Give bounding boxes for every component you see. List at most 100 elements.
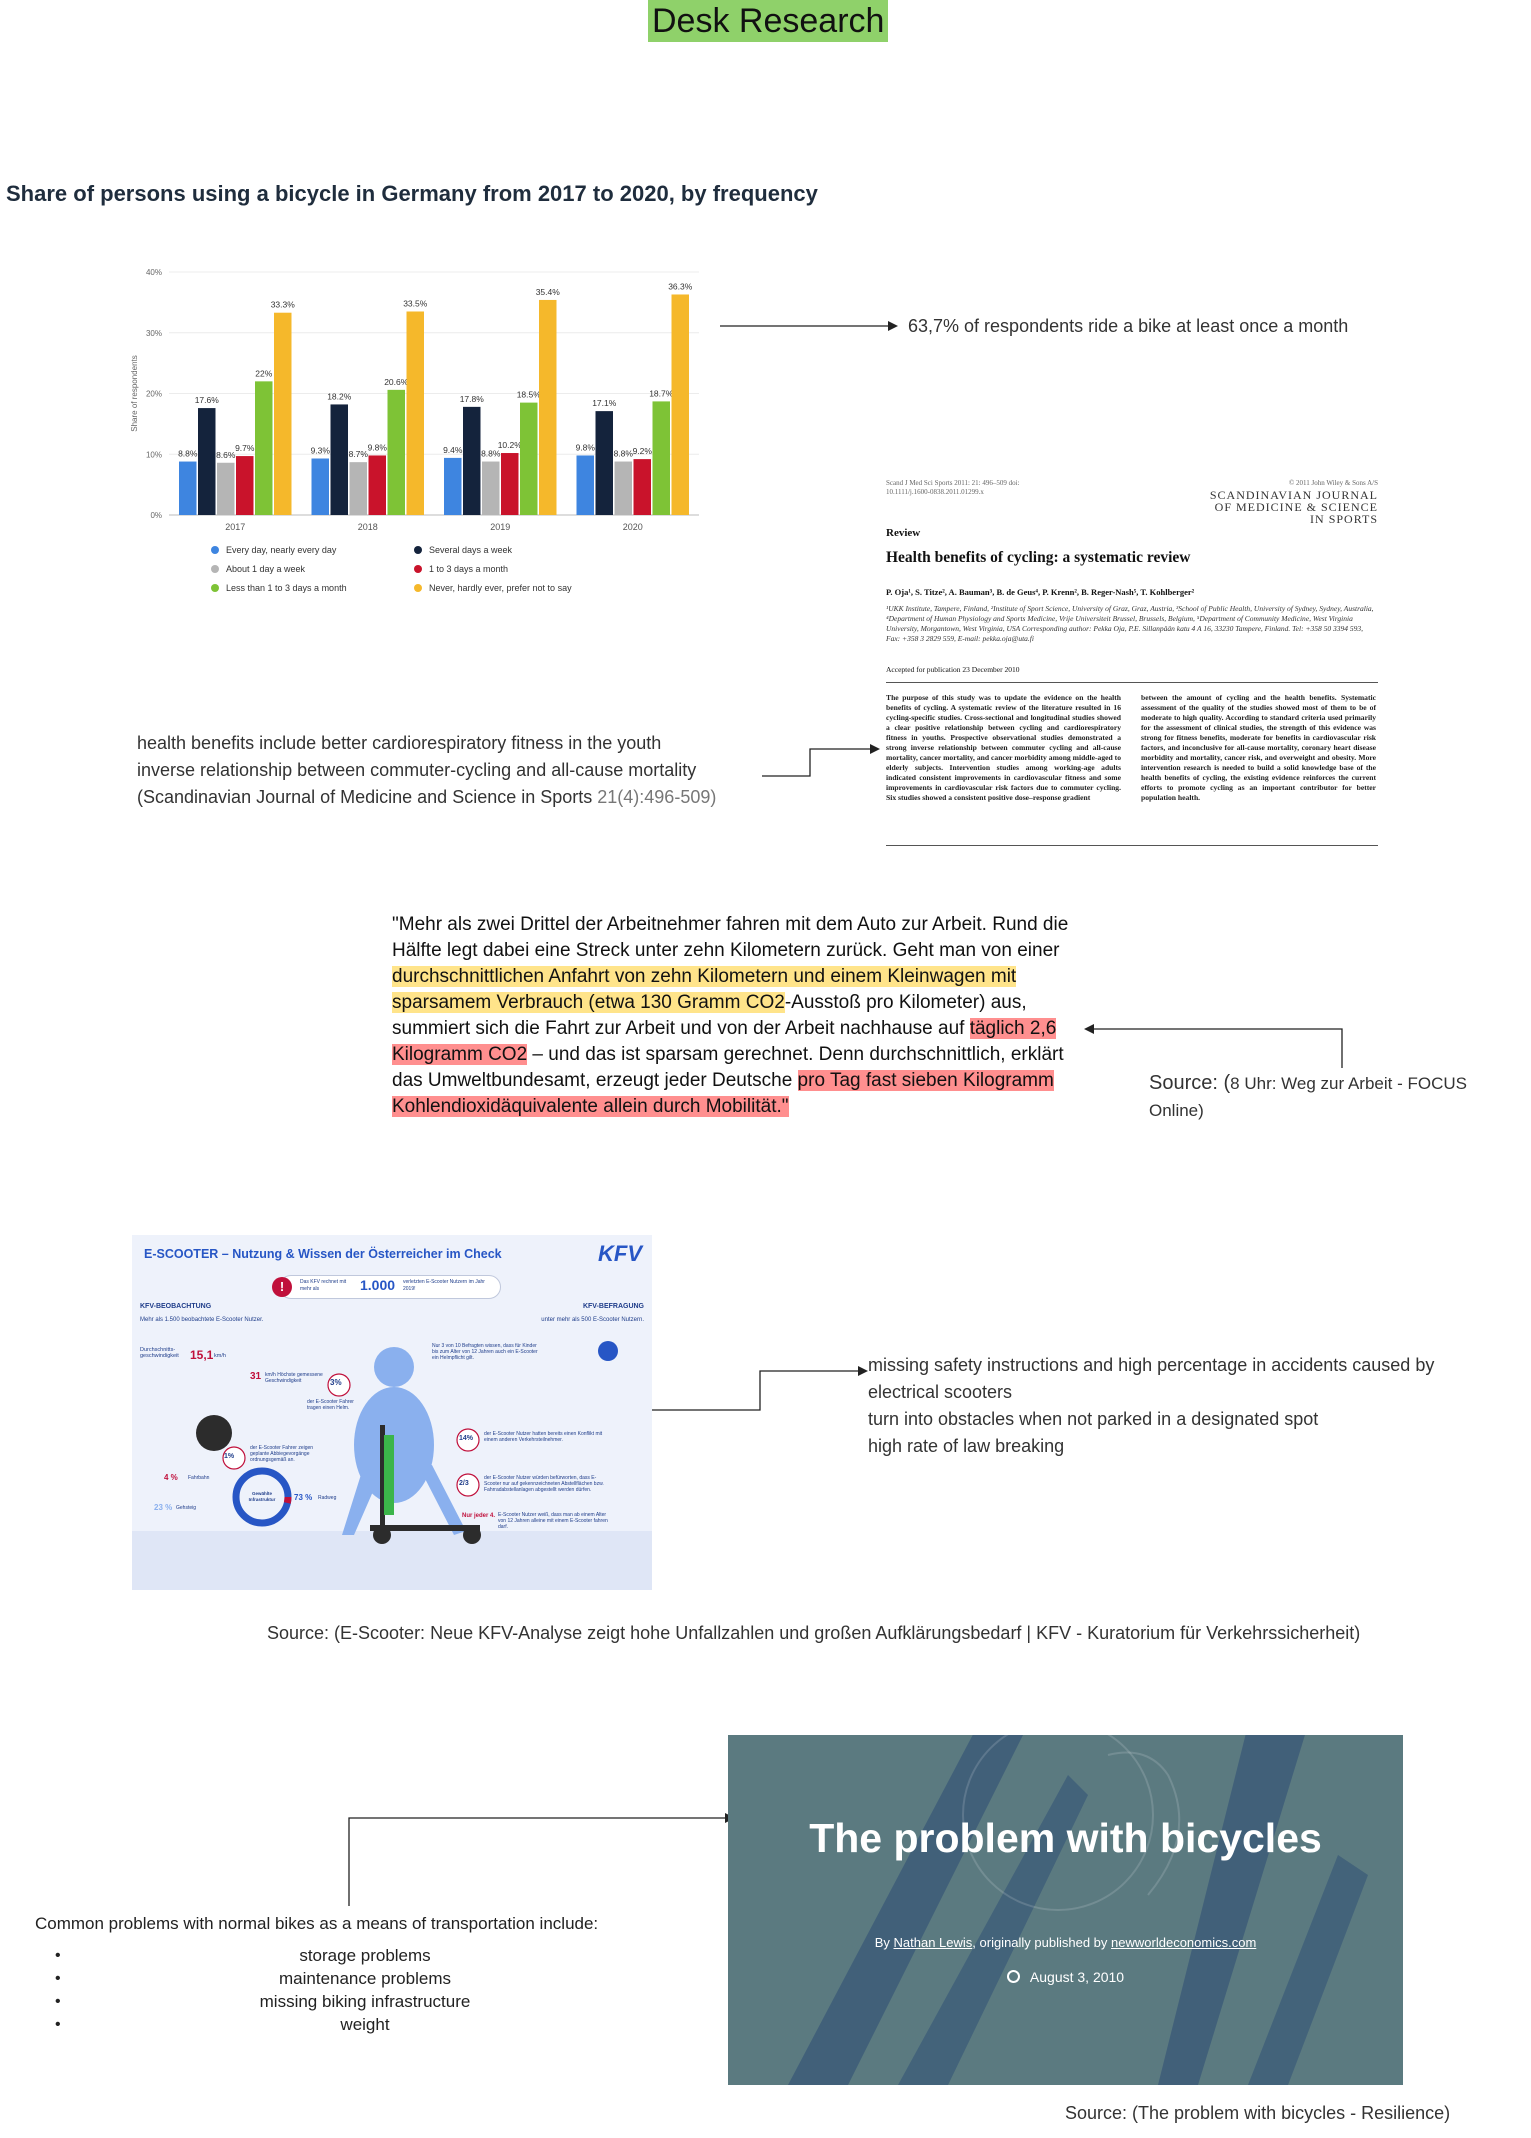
health-line-1: health benefits include better cardiores… bbox=[137, 733, 662, 753]
data-label: 20.6% bbox=[384, 377, 409, 387]
list-item: maintenance problems bbox=[35, 1967, 695, 1990]
bar bbox=[501, 453, 519, 515]
kfv-logo: KFV bbox=[598, 1241, 642, 1266]
bar bbox=[236, 456, 254, 515]
data-label: 9.7% bbox=[235, 443, 255, 453]
paper-section: Review bbox=[886, 527, 921, 539]
bar bbox=[633, 459, 651, 515]
legend-label: Every day, nearly every day bbox=[226, 545, 337, 555]
kfv-speed-value: 15,1 bbox=[190, 1348, 214, 1362]
kfv-helmet-value: 3% bbox=[330, 1378, 342, 1387]
focus-source-link[interactable]: 8 Uhr: Weg zur Arbeit - FOCUS Online) bbox=[1149, 1074, 1467, 1120]
bar bbox=[349, 462, 367, 515]
data-label: 33.3% bbox=[271, 300, 296, 310]
list-item: missing biking infrastructure bbox=[35, 1990, 695, 2013]
legend-swatch bbox=[414, 565, 422, 573]
legend-swatch bbox=[211, 565, 219, 573]
data-label: 22% bbox=[255, 368, 272, 378]
kfv-helmet-label: der E-Scooter Fahrer tragen einen Helm. bbox=[307, 1399, 354, 1411]
bar bbox=[444, 457, 462, 515]
escooter-line-4: high rate of law breaking bbox=[868, 1436, 1065, 1456]
quote-text-1: "Mehr als zwei Drittel der Arbeitnehmer … bbox=[392, 914, 1069, 961]
health-note: health benefits include better cardiores… bbox=[137, 730, 716, 811]
kfv-road-label: Fahrbahn bbox=[188, 1475, 210, 1481]
resilience-source[interactable]: Source: (The problem with bicycles - Res… bbox=[1065, 2103, 1451, 2123]
x-tick-label: 2017 bbox=[225, 522, 245, 532]
site-link[interactable]: newworldeconomics.com bbox=[1111, 1935, 1257, 1950]
legend-label: About 1 day a week bbox=[226, 564, 306, 574]
data-label: 18.2% bbox=[327, 391, 352, 401]
data-label: 18.5% bbox=[517, 390, 542, 400]
kfv-sidewalk-label: Gehsteig bbox=[176, 1505, 197, 1511]
data-label: 9.4% bbox=[443, 445, 463, 455]
list-item: storage problems bbox=[35, 1944, 695, 1967]
bar bbox=[614, 461, 632, 515]
legend-swatch bbox=[211, 584, 219, 592]
arrow-list-to-article bbox=[348, 1813, 735, 1906]
escooter-line-1: missing safety instructions and high per… bbox=[868, 1355, 1435, 1375]
data-label: 8.8% bbox=[614, 449, 634, 459]
legend-swatch bbox=[414, 584, 422, 592]
data-label: 8.8% bbox=[178, 449, 198, 459]
bar bbox=[671, 294, 689, 515]
byline-prefix: By bbox=[874, 1935, 890, 1950]
bar bbox=[406, 311, 424, 515]
data-label: 18.7% bbox=[649, 388, 674, 398]
legend-label: Several days a week bbox=[429, 545, 513, 555]
kfv-age-label: E-Scooter Nutzer weiß, dass man ab einem… bbox=[498, 1512, 608, 1530]
article-title: The problem with bicycles bbox=[809, 1815, 1322, 1861]
kfv-max-value: 31 bbox=[250, 1371, 262, 1382]
data-label: 8.6% bbox=[216, 450, 236, 460]
bike-problems-list: Common problems with normal bikes as a m… bbox=[35, 1912, 695, 2036]
legend-label: 1 to 3 days a month bbox=[429, 564, 508, 574]
author-link[interactable]: Nathan Lewis bbox=[893, 1935, 973, 1950]
journal-article-snippet: Scand J Med Sci Sports 2011: 21: 496–509… bbox=[882, 475, 1382, 850]
kfv-donut-center: Gewählte Infrastruktur bbox=[248, 1491, 276, 1502]
data-label: 8.8% bbox=[481, 449, 501, 459]
kfv-banner-suffix: verletzten E-Scooter Nutzern im Jahr 201… bbox=[403, 1279, 485, 1292]
legend-swatch bbox=[414, 546, 422, 554]
paper-meta: Scand J Med Sci Sports 2011: 21: 496–509… bbox=[886, 479, 1020, 496]
escooter-note: missing safety instructions and high per… bbox=[868, 1352, 1434, 1460]
x-tick-label: 2018 bbox=[358, 522, 378, 532]
kfv-left-header: KFV-BEOBACHTUNG bbox=[140, 1303, 212, 1310]
y-tick-label: 0% bbox=[150, 511, 162, 520]
health-citation-pages: 21(4):496-509) bbox=[597, 787, 717, 807]
kfv-speed-label: Durchschnitts-geschwindigkeit bbox=[140, 1347, 179, 1359]
health-line-3: (Scandinavian Journal of Medicine and Sc… bbox=[137, 784, 716, 811]
data-label: 17.8% bbox=[460, 394, 485, 404]
bar bbox=[368, 455, 386, 515]
kfv-sidewalk-value: 23 % bbox=[154, 1503, 173, 1512]
journal-logo: SCANDINAVIAN JOURNAL OF MEDICINE & SCIEN… bbox=[1209, 488, 1378, 526]
kfv-signal-value: 1% bbox=[224, 1453, 235, 1460]
kfv-source[interactable]: Source: (E-Scooter: Neue KFV-Analyse zei… bbox=[267, 1623, 1361, 1643]
chart-heading: Share of persons using a bicycle in Germ… bbox=[6, 181, 818, 206]
article-header-image: The problem with bicycles By Nathan Lewi… bbox=[728, 1735, 1403, 2085]
bike-problems-intro: Common problems with normal bikes as a m… bbox=[35, 1914, 599, 1933]
bar bbox=[179, 461, 197, 515]
focus-source-label: Source: ( bbox=[1149, 1072, 1231, 1094]
kfv-escooter-infographic: E-SCOOTER – Nutzung & Wissen der Österre… bbox=[132, 1235, 652, 1590]
legend-swatch bbox=[211, 546, 219, 554]
kfv-right-sub: unter mehr als 500 E-Scooter Nutzern. bbox=[541, 1317, 644, 1323]
y-tick-label: 10% bbox=[146, 450, 162, 459]
paper-abstract-col1: The purpose of this study was to update … bbox=[886, 693, 1121, 802]
bar bbox=[198, 408, 216, 515]
kfv-max-label: km/h Höchste gemessene Geschwindigkeit bbox=[265, 1372, 323, 1384]
bicycle-frequency-chart: 0% 10% 20% 30% 40% Share of respondents 8.8% 17… bbox=[99, 235, 724, 625]
bar bbox=[255, 381, 273, 515]
y-tick-label: 30% bbox=[146, 329, 162, 338]
bar bbox=[463, 406, 481, 515]
paper-accepted: Accepted for publication 23 December 201… bbox=[886, 665, 1020, 674]
data-label: 9.8% bbox=[368, 442, 388, 452]
data-label: 35.4% bbox=[536, 287, 561, 297]
x-tick-label: 2019 bbox=[490, 522, 510, 532]
paper-title: Health benefits of cycling: a systematic… bbox=[886, 549, 1191, 566]
warning-icon: ! bbox=[272, 1277, 292, 1297]
escooter-line-3: turn into obstacles when not parked in a… bbox=[868, 1409, 1319, 1429]
health-citation: (Scandinavian Journal of Medicine and Sc… bbox=[137, 787, 598, 807]
data-label: 9.8% bbox=[576, 442, 596, 452]
bar bbox=[576, 455, 594, 515]
list-item: weight bbox=[35, 2013, 695, 2036]
arrow-source-to-quote bbox=[1084, 1024, 1343, 1068]
